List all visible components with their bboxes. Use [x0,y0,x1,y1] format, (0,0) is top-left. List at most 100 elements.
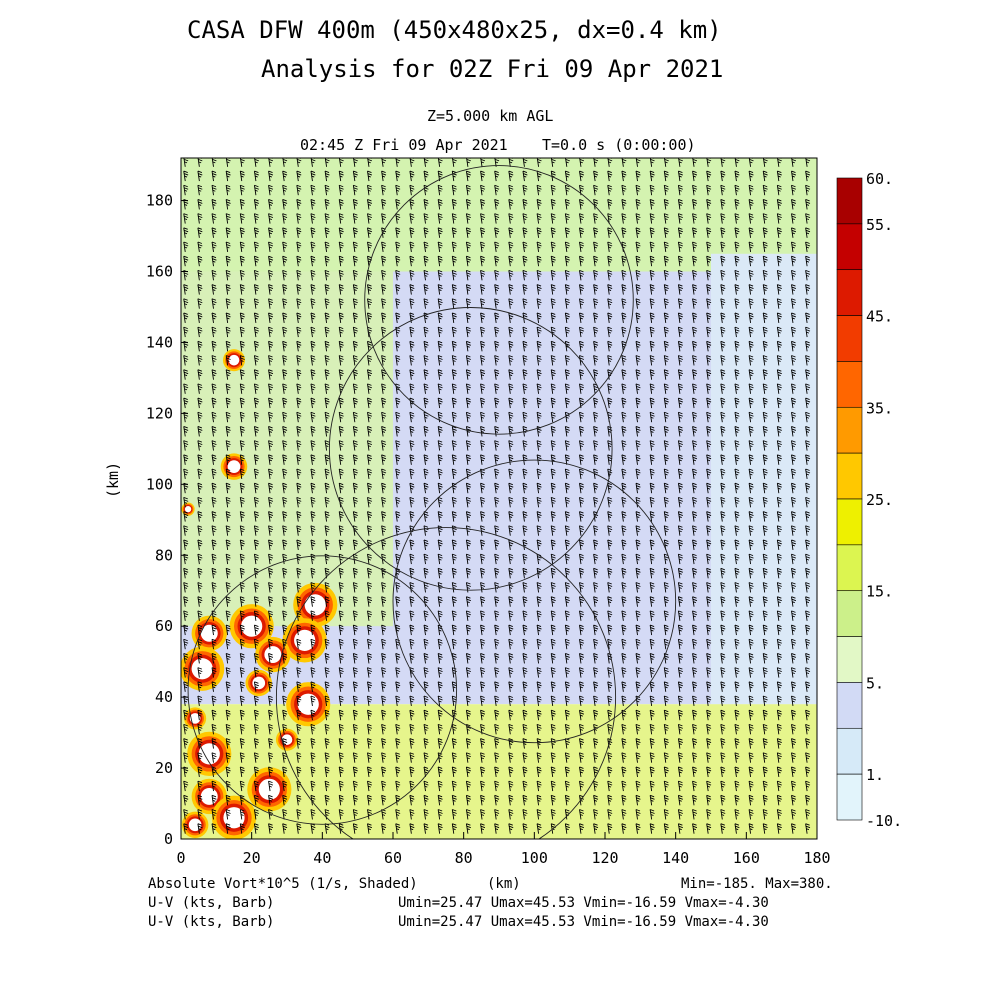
wind-barb [649,454,655,465]
wind-barb [734,809,740,820]
wind-barb [762,397,768,409]
wind-barb [536,158,542,167]
wind-barb [381,355,387,366]
wind-barb [310,199,316,210]
wind-barb [296,255,302,267]
wind-barb [409,723,415,735]
x-tick-label: 40 [313,849,331,867]
wind-barb [734,582,740,593]
plot-frame [180,157,818,840]
wind-barb [522,241,528,253]
wind-barb [183,255,189,267]
wind-barb [324,255,330,267]
wind-barb [480,369,486,380]
wind-barb [239,312,245,323]
wind-barb [791,213,797,224]
wind-barb [706,454,712,465]
wind-barb [564,780,570,792]
wind-barb [635,184,641,196]
wind-barb [649,369,655,380]
wind-barb [381,158,387,167]
wind-barb [564,624,570,636]
wind-barb [310,298,316,309]
wind-barb [381,241,387,253]
wind-barb [225,411,231,423]
wind-barb [437,397,443,409]
wind-barb [649,199,655,210]
wind-barb [409,227,415,238]
wind-barb [791,369,797,380]
wind-barb [239,241,245,253]
y-tick-label: 100 [146,475,173,493]
wind-barb [649,582,655,593]
wind-barb [776,199,782,210]
wind-barb [409,199,415,210]
wind-barb [239,411,245,423]
wind-barb [579,496,585,508]
wind-barb [663,653,669,664]
wind-barb [706,411,712,423]
wind-barb [791,695,797,707]
wind-barb [536,823,542,834]
wind-barb [381,709,387,721]
wind-barb [381,752,387,763]
wind-barb [621,553,627,565]
wind-barb [437,582,443,593]
wind-barb [692,567,698,579]
wind-barb [367,539,373,550]
wind-barb [268,426,274,437]
wind-barb [268,624,274,636]
wind-barb [635,723,641,735]
wind-barb [395,369,401,380]
wind-barb [296,539,302,550]
wind-barb [564,738,570,749]
wind-barb [720,511,726,522]
wind-barb [550,780,556,792]
wind-barb [183,158,189,167]
wind-barb [211,794,217,806]
wind-barb [762,170,768,182]
wind-barb [225,397,231,409]
wind-barb [805,794,811,806]
wind-barb [310,440,316,451]
wind-barb [324,454,330,465]
wind-barb [381,610,387,621]
wind-barb [734,723,740,735]
wind-barb [494,780,500,792]
wind-barb [197,667,203,678]
vorticity-cell [181,811,209,839]
wind-barb [465,723,471,735]
wind-barb [748,269,754,281]
wind-barb [197,766,203,777]
wind-barb [465,454,471,465]
wind-barb [536,284,542,295]
wind-barb [692,780,698,792]
wind-barb [649,496,655,508]
wind-barb [579,369,585,380]
wind-barb [367,199,373,210]
colorbar-band [836,223,863,271]
wind-barb [381,794,387,806]
wind-barb [677,440,683,451]
vorticity-cell-center [227,460,241,473]
wind-barb [508,525,514,536]
wind-barb [409,241,415,253]
wind-barb [677,539,683,550]
wind-barb [465,567,471,579]
wind-barb [706,326,712,338]
wind-barb [352,766,358,777]
wind-barb [762,326,768,338]
wind-barb [324,482,330,494]
wind-barb [268,780,274,792]
wind-barb [310,241,316,253]
wind-barb [550,440,556,451]
wind-barb [253,780,259,792]
wind-barb [253,766,259,777]
wind-barb [395,482,401,494]
wind-barb [494,809,500,820]
wind-barb [381,312,387,323]
wind-barb [338,638,344,650]
wind-barb [649,440,655,451]
wind-barb [593,326,599,338]
wind-barb [593,553,599,565]
